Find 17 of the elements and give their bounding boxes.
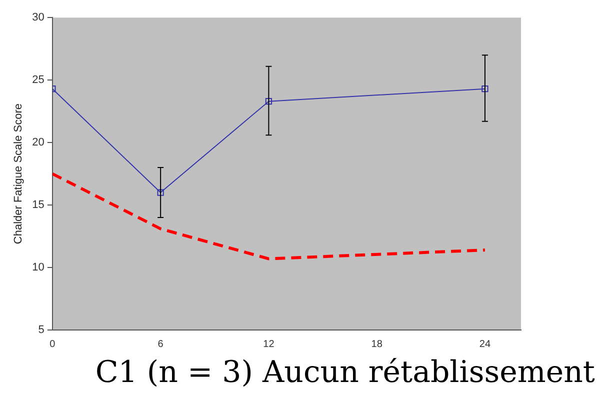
y-tick-label: 20 bbox=[32, 136, 44, 149]
x-tick-label: 12 bbox=[263, 338, 275, 350]
y-axis-title: Chalder Fatigue Scale Score bbox=[12, 103, 25, 244]
point bbox=[157, 189, 164, 196]
y-tick-label: 25 bbox=[32, 74, 44, 86]
x-tick-label: 0 bbox=[50, 338, 56, 350]
point bbox=[265, 98, 272, 105]
x-tick-label: 24 bbox=[479, 338, 491, 350]
y-tick-label: 5 bbox=[38, 324, 44, 336]
x-tick-label: 18 bbox=[371, 338, 383, 350]
y-tick-label: 15 bbox=[32, 199, 44, 212]
point bbox=[482, 86, 488, 92]
y-tick-label: 10 bbox=[32, 262, 44, 274]
x-tick-label: 6 bbox=[158, 338, 164, 350]
text: C1 (n = 3) Aucun rétablissement bbox=[94, 354, 596, 392]
line-series bbox=[52, 172, 486, 260]
y-tick-label: 30 bbox=[32, 12, 44, 24]
